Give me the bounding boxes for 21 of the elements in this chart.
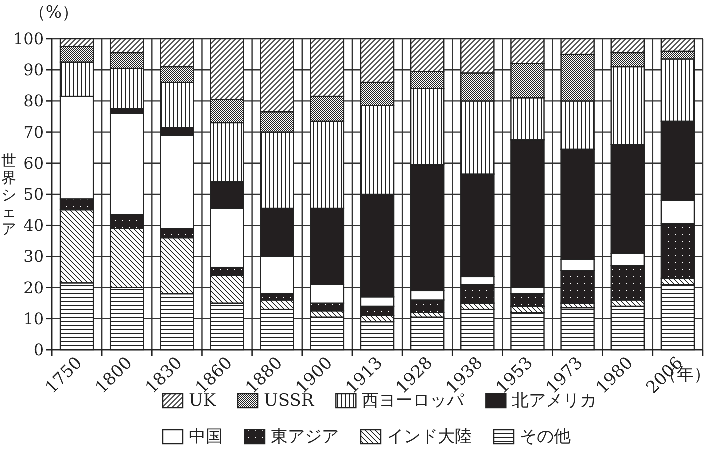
legend-label: 中国 <box>189 427 223 447</box>
legend-label: 北アメリカ <box>512 391 598 411</box>
legend-label: 西ヨーロッパ <box>362 391 466 411</box>
legend-label: その他 <box>520 427 571 447</box>
y-tick-label: 20 <box>24 278 44 298</box>
legend-label: 東アジア <box>271 427 339 447</box>
y-tick-label: 70 <box>24 122 44 142</box>
y-tick-label: 40 <box>24 216 44 236</box>
y-tick-label: 90 <box>24 60 44 80</box>
y-tick-label: 80 <box>24 92 44 111</box>
y-tick-label: 50 <box>24 185 44 204</box>
legend-label: USSR <box>264 391 316 411</box>
legend-label: UK <box>189 391 216 411</box>
y-tick-label: 10 <box>24 309 44 328</box>
legend-label: インド大陸 <box>387 427 472 447</box>
text: （%） <box>28 3 80 23</box>
y-tick-label: 30 <box>24 247 44 266</box>
y-tick-label: 100 <box>13 30 44 48</box>
y-axis-title: 世界シェア <box>2 152 16 238</box>
y-tick-label: 60 <box>24 154 44 173</box>
y-tick-label: 0 <box>34 340 44 360</box>
